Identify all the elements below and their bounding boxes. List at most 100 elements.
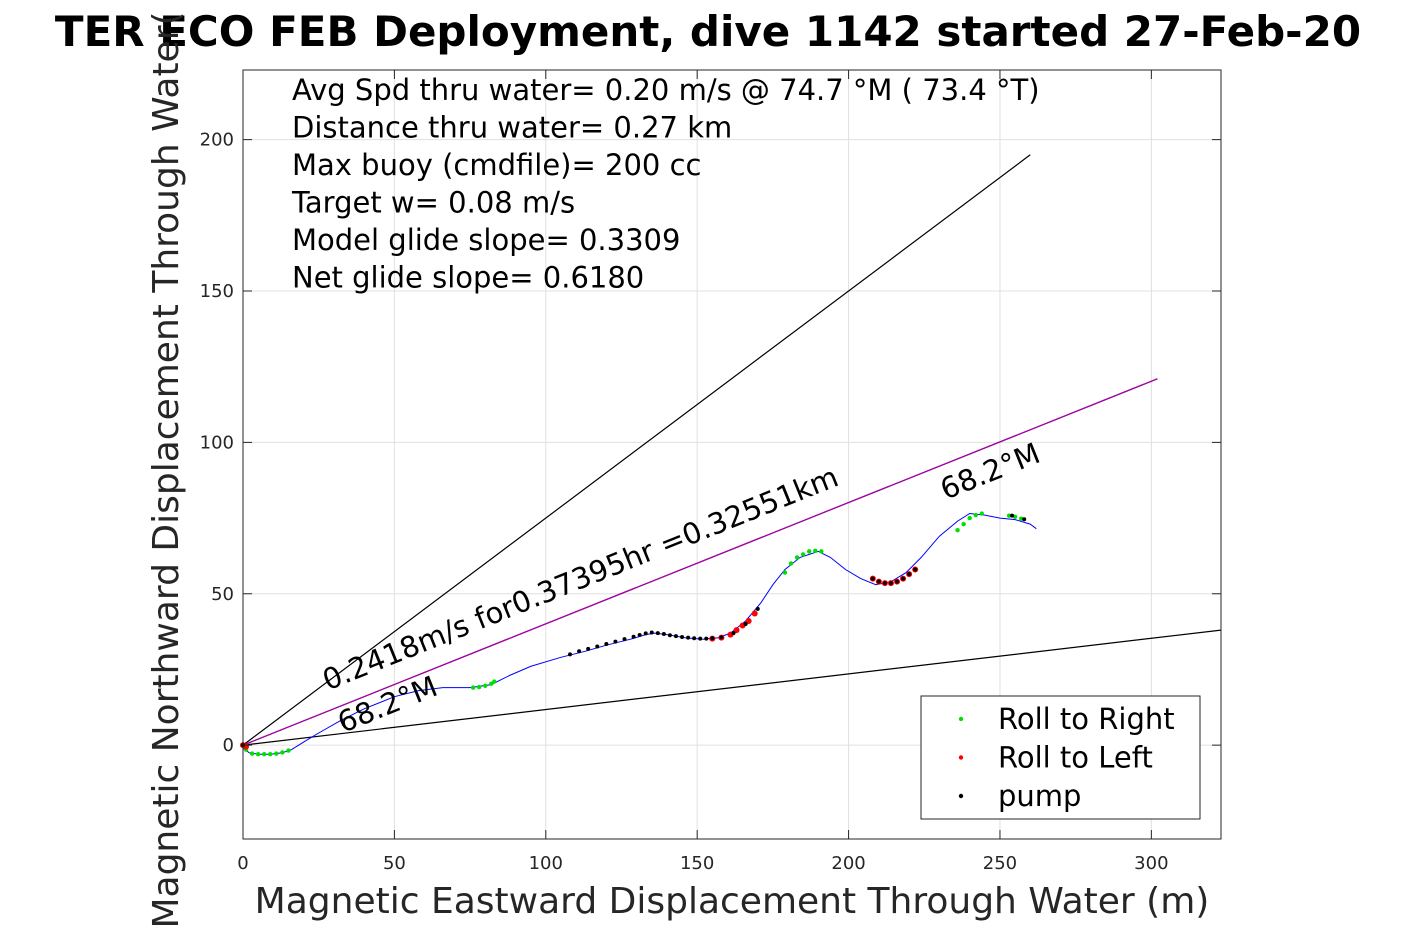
point-pump: [704, 636, 709, 641]
point-pump: [673, 634, 678, 639]
x-axis-label: Magnetic Eastward Displacement Through W…: [255, 881, 1210, 922]
x-tick-label: 150: [680, 853, 714, 874]
point-roll-to-right: [476, 684, 482, 690]
point-pump: [649, 630, 654, 635]
point-roll-to-right: [807, 549, 812, 554]
info-line: Distance thru water= 0.27 km: [292, 111, 732, 145]
point-roll-to-left: [751, 610, 758, 617]
point-pump: [743, 622, 748, 627]
point-pump: [692, 636, 697, 641]
point-roll-to-right: [788, 561, 794, 566]
plot-frame: [242, 69, 1222, 840]
reference-line: [242, 629, 1222, 746]
info-line: Avg Spd thru water= 0.20 m/s @ 74.7 °M (…: [292, 73, 1040, 107]
legend-marker: [958, 793, 964, 799]
info-text: Avg Spd thru water= 0.20 m/s @ 74.7 °M (…: [291, 73, 1040, 295]
legend-marker: [958, 716, 964, 722]
point-roll-to-right: [470, 685, 476, 690]
point-pump: [667, 633, 672, 638]
point-roll-to-right: [967, 515, 972, 521]
point-roll-to-left: [745, 618, 752, 625]
y-axis-label: Magnetic Northward Displacement Through …: [146, 11, 187, 928]
y-tick-label: 150: [200, 281, 234, 302]
points-layer: [240, 511, 1027, 757]
point-pump: [895, 579, 900, 584]
point-roll-to-right: [1006, 513, 1012, 518]
point-pump: [686, 635, 691, 640]
legend-box: [920, 695, 1201, 820]
ticks: 0 50 100 150 200 250 300 0 50 100 150 200: [200, 70, 1221, 874]
point-pump: [1022, 517, 1027, 522]
legend: Roll to Right Roll to Left pump: [920, 695, 1201, 820]
y-tick-label: 200: [200, 130, 234, 151]
point-roll-to-right: [794, 555, 800, 560]
point-pump: [710, 636, 715, 641]
dive-track-line: [242, 512, 1037, 755]
grid: [242, 70, 1221, 839]
legend-entry: Roll to Right: [998, 702, 1175, 736]
point-pump: [595, 644, 600, 649]
x-tick-label: 50: [383, 853, 406, 874]
point-roll-to-right: [813, 548, 818, 553]
y-tick-label: 50: [211, 584, 234, 605]
point-pump: [913, 567, 918, 572]
point-pump: [755, 606, 760, 611]
point-pump: [631, 634, 636, 639]
point-pump: [568, 652, 573, 657]
y-tick-label: 0: [223, 735, 234, 756]
point-roll-to-right: [249, 751, 255, 756]
point-roll-to-right: [280, 750, 285, 755]
point-roll-to-right: [800, 552, 806, 557]
y-tick-label: 100: [200, 432, 234, 453]
point-roll-to-right: [261, 752, 267, 757]
reference-lines: [242, 154, 1222, 746]
point-pump: [661, 632, 666, 637]
point-roll-to-left: [733, 627, 740, 634]
info-line: Max buoy (cmdfile)= 200 cc: [292, 148, 701, 182]
x-tick-label: 100: [529, 853, 563, 874]
point-pump: [698, 636, 703, 641]
point-pump: [680, 635, 685, 640]
point-pump: [731, 631, 736, 636]
point-roll-to-right: [782, 570, 788, 575]
point-roll-to-right: [979, 511, 984, 516]
reference-line: [242, 154, 1031, 746]
point-pump: [622, 637, 627, 642]
point-roll-to-right: [492, 679, 497, 684]
legend-marker: [958, 755, 964, 760]
point-pump: [637, 632, 642, 637]
point-roll-to-right: [483, 683, 488, 689]
point-roll-to-right: [274, 751, 279, 756]
point-roll-to-right: [286, 748, 291, 753]
point-pump: [577, 649, 582, 654]
reference-line: [242, 378, 1158, 746]
point-roll-to-right: [955, 527, 960, 533]
point-pump: [586, 646, 591, 651]
point-pump: [907, 572, 912, 577]
point-roll-to-right: [819, 549, 824, 554]
point-pump: [901, 576, 906, 581]
info-line: Target w= 0.08 m/s: [291, 186, 575, 220]
x-tick-label: 250: [983, 853, 1017, 874]
x-tick-label: 0: [237, 853, 248, 874]
x-tick-label: 300: [1134, 853, 1168, 874]
point-pump: [604, 642, 609, 647]
point-pump: [870, 576, 875, 581]
point-pump: [882, 581, 887, 586]
point-roll-to-right: [268, 752, 273, 757]
point-pump: [719, 635, 724, 640]
info-line: Model glide slope= 0.3309: [292, 223, 680, 257]
legend-entry: Roll to Left: [998, 741, 1153, 775]
point-roll-to-right: [961, 521, 966, 527]
point-roll-to-right: [973, 512, 978, 518]
point-roll-to-right: [255, 752, 261, 757]
x-tick-label: 200: [831, 853, 865, 874]
track-layer: [242, 512, 1037, 755]
point-pump: [876, 579, 881, 584]
legend-entry: pump: [998, 779, 1081, 813]
point-pump: [888, 581, 893, 586]
chart-title: TER ECO FEB Deployment, dive 1142 starte…: [55, 7, 1361, 56]
point-pump: [655, 631, 660, 636]
point-pump: [613, 639, 618, 644]
